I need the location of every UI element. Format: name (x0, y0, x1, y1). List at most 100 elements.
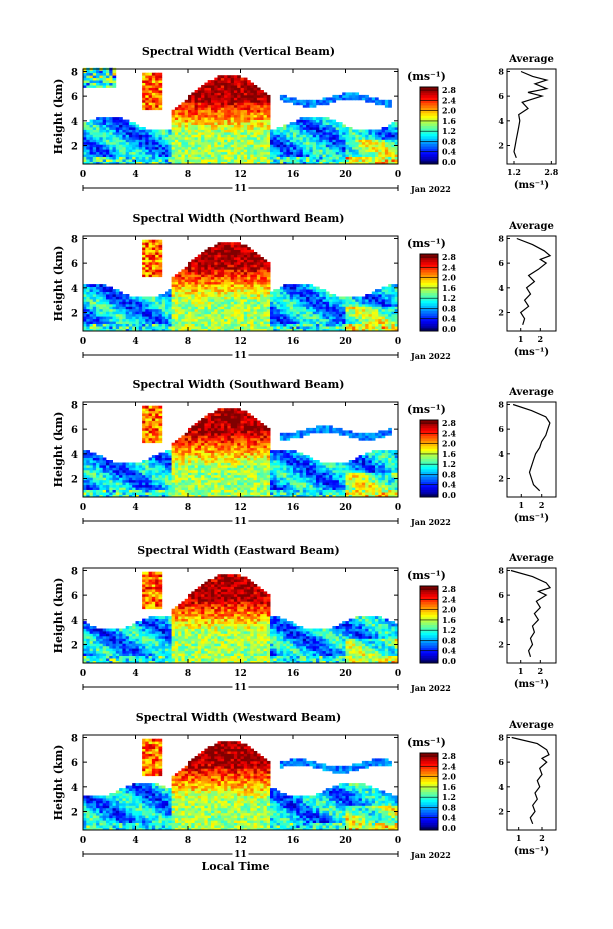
heatmap-cell (158, 144, 163, 148)
heatmap-cell (148, 494, 153, 498)
heatmap-cell (119, 484, 123, 488)
heatmap-cell (174, 296, 179, 300)
heatmap-cell (299, 144, 304, 148)
heatmap-cell (335, 326, 340, 329)
heatmap-cell (207, 286, 212, 290)
heatmap-cell (194, 313, 199, 317)
heatmap-cell (184, 122, 189, 125)
heatmap-cell (227, 80, 232, 83)
heatmap-cell (191, 311, 195, 315)
heatmap-cell (230, 144, 235, 148)
heatmap-cell (253, 308, 258, 312)
heatmap-cell (89, 291, 94, 295)
heatmap-cell (335, 94, 340, 98)
heatmap-cell (329, 134, 333, 138)
heatmap-cell (217, 112, 222, 116)
heatmap-cell (115, 298, 120, 302)
heatmap-cell (391, 131, 396, 135)
heatmap-cell (250, 107, 254, 111)
heatmap-cell (220, 313, 225, 317)
heatmap-cell (263, 99, 268, 103)
heatmap-cell (220, 80, 225, 83)
heatmap-cell (378, 289, 382, 292)
heatmap-cell (332, 99, 337, 103)
heatmap-cell (145, 156, 149, 160)
heatmap-cell (227, 90, 232, 93)
heatmap-cell (161, 161, 166, 165)
heatmap-cell (342, 318, 346, 322)
heatmap-cell (125, 134, 130, 138)
heatmap-cell (191, 102, 195, 106)
heatmap-cell (224, 328, 228, 332)
heatmap-cell (253, 259, 258, 263)
heatmap-cell (138, 464, 143, 468)
heatmap-cell (312, 117, 317, 120)
heatmap-cell (253, 117, 258, 120)
heatmap-cell (214, 122, 218, 125)
heatmap-cell (188, 313, 192, 317)
heatmap-cell (158, 316, 163, 320)
heatmap-cell (102, 291, 107, 295)
heatmap-cell (286, 326, 291, 329)
heatmap-cell (243, 279, 248, 283)
heatmap-cell (227, 119, 232, 123)
heatmap-cell (184, 161, 189, 165)
heatmap-cell (132, 323, 136, 327)
heatmap-cell (161, 136, 166, 140)
heatmap-cell (92, 149, 97, 153)
x-tick-label: 12 (234, 170, 247, 180)
heatmap-cell (151, 244, 156, 248)
heatmap-cell (283, 127, 287, 130)
heatmap-cell (286, 146, 291, 150)
heatmap-cell (348, 97, 353, 101)
heatmap-cell (279, 313, 284, 317)
heatmap-cell (299, 316, 304, 320)
heatmap-cell (122, 149, 127, 153)
heatmap-cell (132, 479, 136, 483)
heatmap-cell (92, 119, 97, 123)
heatmap-cell (151, 146, 156, 150)
heatmap-cell (391, 284, 396, 287)
heatmap-cell (220, 286, 225, 290)
heatmap-cell (250, 104, 254, 108)
heatmap-cell (279, 306, 284, 310)
heatmap-cell (233, 244, 238, 248)
heatmap-cell (289, 151, 294, 155)
heatmap-cell (112, 159, 117, 162)
heatmap-cell (89, 487, 94, 490)
heatmap-cell (365, 141, 369, 145)
heatmap-cell (119, 321, 123, 324)
heatmap-cell (256, 124, 261, 128)
heatmap-cell (201, 104, 205, 108)
heatmap-cell (148, 318, 153, 322)
heatmap-cell (102, 127, 107, 130)
heatmap-cell (227, 94, 232, 98)
heatmap-cell (204, 308, 209, 312)
heatmap-cell (217, 254, 222, 258)
heatmap-cell (335, 308, 340, 312)
heatmap-cell (306, 316, 310, 320)
heatmap-cell (151, 296, 156, 300)
heatmap-cell (165, 129, 169, 133)
heatmap-cell (89, 479, 94, 483)
heatmap-cell (178, 124, 182, 128)
heatmap-cell (161, 321, 166, 324)
heatmap-cell (227, 303, 232, 307)
heatmap-cell (204, 289, 209, 292)
heatmap-cell (286, 323, 291, 327)
heatmap-cell (106, 129, 110, 133)
heatmap-cell (168, 161, 172, 165)
heatmap-cell (217, 97, 222, 101)
heatmap-cell (253, 124, 258, 128)
heatmap-cell (375, 136, 379, 140)
heatmap-cell (306, 124, 310, 128)
heatmap-cell (220, 119, 225, 123)
heatmap-cell (220, 303, 225, 307)
heatmap-cell (358, 301, 363, 305)
heatmap-cell (204, 318, 209, 322)
heatmap-cell (309, 321, 314, 324)
heatmap-cell (316, 119, 320, 123)
heatmap-cell (233, 87, 238, 91)
heatmap-cell (194, 276, 199, 280)
heatmap-cell (115, 482, 120, 486)
